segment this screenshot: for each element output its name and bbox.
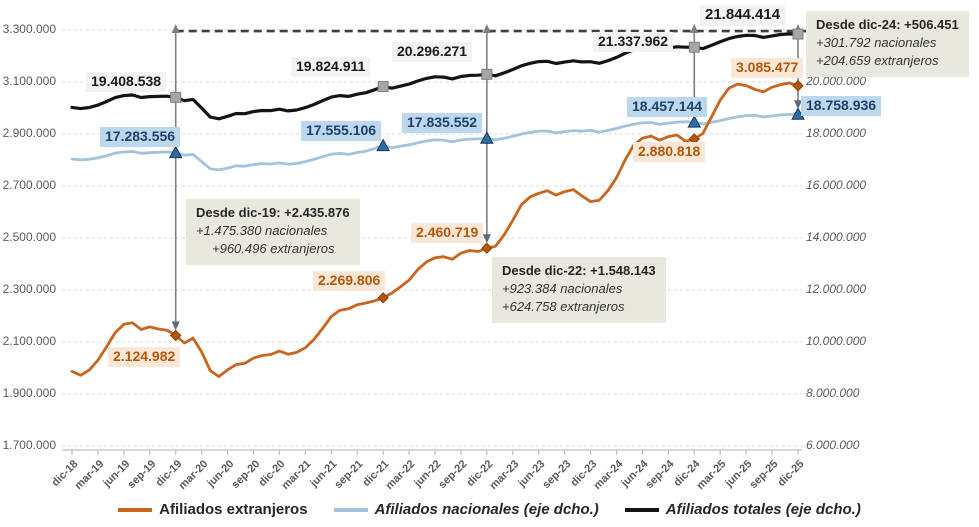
- right-axis-tick-label: 10.000.000: [806, 334, 867, 348]
- marker-diamond-extranjeros: [170, 329, 182, 342]
- label-nacionales-dic21: 17.555.106: [301, 121, 382, 141]
- label-extranjeros-dic22: 2.460.719: [411, 223, 484, 243]
- marker-triangle-nacionales: [168, 145, 183, 159]
- right-axis-tick-label: 12.000.000: [806, 282, 867, 296]
- right-axis-tick-label: 16.000.000: [806, 178, 867, 192]
- legend-label: Afiliados nacionales (eje dcho.): [374, 501, 599, 518]
- label-extranjeros-dic21: 2.269.806: [313, 271, 386, 291]
- marker-triangle-nacionales: [687, 115, 702, 128]
- right-axis-tick-label: 14.000.000: [806, 230, 867, 244]
- label-extranjeros-dic19: 2.124.982: [108, 347, 181, 367]
- left-axis-tick-label: 3.300.000: [2, 22, 56, 36]
- annotation-line: +923.384 nacionales: [502, 281, 623, 297]
- legend-swatch-extranjeros: [118, 507, 153, 512]
- annotation-desde-dic19: Desde dic-19: +2.435.876 +1.475.380 naci…: [186, 199, 360, 265]
- marker-square-totales: [481, 68, 493, 80]
- annotation-line: +301.792 nacionales: [816, 35, 937, 51]
- arrowhead-down: [171, 321, 180, 331]
- right-axis-tick-label: 20.000.000: [806, 74, 867, 88]
- label-totales-dic25: 21.844.414: [700, 5, 786, 26]
- annotation-line: +960.496 extranjeros: [212, 241, 335, 257]
- legend-item-nacionales: Afiliados nacionales (eje dcho.): [333, 501, 599, 518]
- left-axis-tick-label: 2.500.000: [2, 230, 56, 244]
- label-totales-dic24: 21.337.962: [593, 32, 674, 52]
- series-line-1: [70, 112, 800, 172]
- legend-swatch-totales: [624, 507, 659, 512]
- annotation-line: +624.758 extranjeros: [502, 299, 625, 315]
- left-axis-tick-label: 1.700.000: [2, 438, 56, 452]
- series-line-2: [70, 32, 800, 121]
- left-axis-tick-label: 2.900.000: [2, 126, 56, 140]
- right-axis-tick-label: 6.000.000: [806, 438, 860, 452]
- legend-item-extranjeros: Afiliados extranjeros: [118, 501, 308, 518]
- marker-square-totales: [792, 28, 804, 40]
- label-nacionales-dic19: 17.283.556: [100, 127, 181, 147]
- legend-swatch-nacionales: [333, 507, 368, 512]
- left-axis-tick-label: 2.300.000: [2, 282, 56, 296]
- annotation-title: Desde dic-22: +1.548.143: [502, 263, 656, 278]
- left-axis-tick-label: 2.100.000: [2, 334, 56, 348]
- arrowhead-down: [794, 100, 802, 110]
- marker-square-totales: [377, 81, 389, 93]
- annotation-line: +204.659 extranjeros: [816, 53, 939, 69]
- label-extranjeros-dic24: 2.880.818: [633, 142, 706, 162]
- right-axis-tick-label: 18.000.000: [806, 126, 867, 140]
- marker-diamond-extranjeros: [481, 242, 493, 254]
- legend: Afiliados extranjeros Afiliados nacional…: [0, 501, 979, 518]
- annotation-title: Desde dic-19: +2.435.876: [196, 205, 350, 220]
- marker-triangle-nacionales: [376, 138, 390, 152]
- label-totales-dic22: 20.296.271: [392, 42, 473, 62]
- marker-diamond-extranjeros: [792, 80, 804, 92]
- arrowhead-down: [482, 234, 491, 244]
- right-axis-tick-label: 8.000.000: [806, 386, 860, 400]
- label-extranjeros-dic25: 3.085.477: [731, 58, 804, 78]
- arrowhead-up: [690, 24, 699, 33]
- legend-label: Afiliados totales (eje dcho.): [665, 501, 861, 518]
- legend-label: Afiliados extranjeros: [159, 501, 308, 518]
- annotation-desde-dic24: Desde dic-24: +506.451 +301.792 nacional…: [806, 11, 969, 77]
- annotation-line: +1.475.380 nacionales: [196, 223, 328, 239]
- left-axis-tick-label: 3.100.000: [2, 74, 56, 88]
- label-nacionales-dic25: 18.758.936: [801, 96, 882, 116]
- label-nacionales-dic22: 17.835.552: [402, 113, 483, 133]
- marker-square-totales: [170, 91, 182, 103]
- label-totales-dic19: 19.408.538: [86, 72, 167, 92]
- arrowhead-up: [482, 24, 491, 33]
- marker-triangle-nacionales: [480, 131, 494, 144]
- legend-item-totales: Afiliados totales (eje dcho.): [624, 501, 861, 518]
- series-line-0: [70, 81, 800, 379]
- left-axis-tick-label: 2.700.000: [2, 178, 56, 192]
- annotation-title: Desde dic-24: +506.451: [816, 17, 959, 32]
- label-nacionales-dic24: 18.457.144: [627, 97, 708, 117]
- annotation-desde-dic22: Desde dic-22: +1.548.143 +923.384 nacion…: [492, 257, 666, 323]
- arrowhead-up: [171, 24, 180, 33]
- label-totales-dic21: 19.824.911: [291, 57, 371, 77]
- marker-diamond-extranjeros: [377, 292, 389, 304]
- left-axis-tick-label: 1.900.000: [2, 386, 56, 400]
- marker-square-totales: [688, 41, 700, 53]
